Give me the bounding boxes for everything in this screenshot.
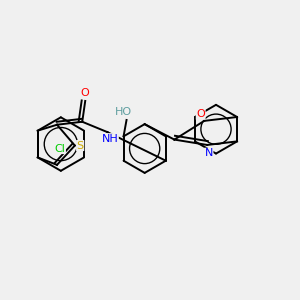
Text: O: O: [81, 88, 90, 98]
Text: O: O: [196, 109, 205, 119]
Text: Cl: Cl: [55, 143, 65, 154]
Text: NH: NH: [101, 134, 118, 144]
Text: S: S: [76, 140, 84, 151]
Text: N: N: [205, 148, 213, 158]
Text: HO: HO: [115, 107, 132, 117]
